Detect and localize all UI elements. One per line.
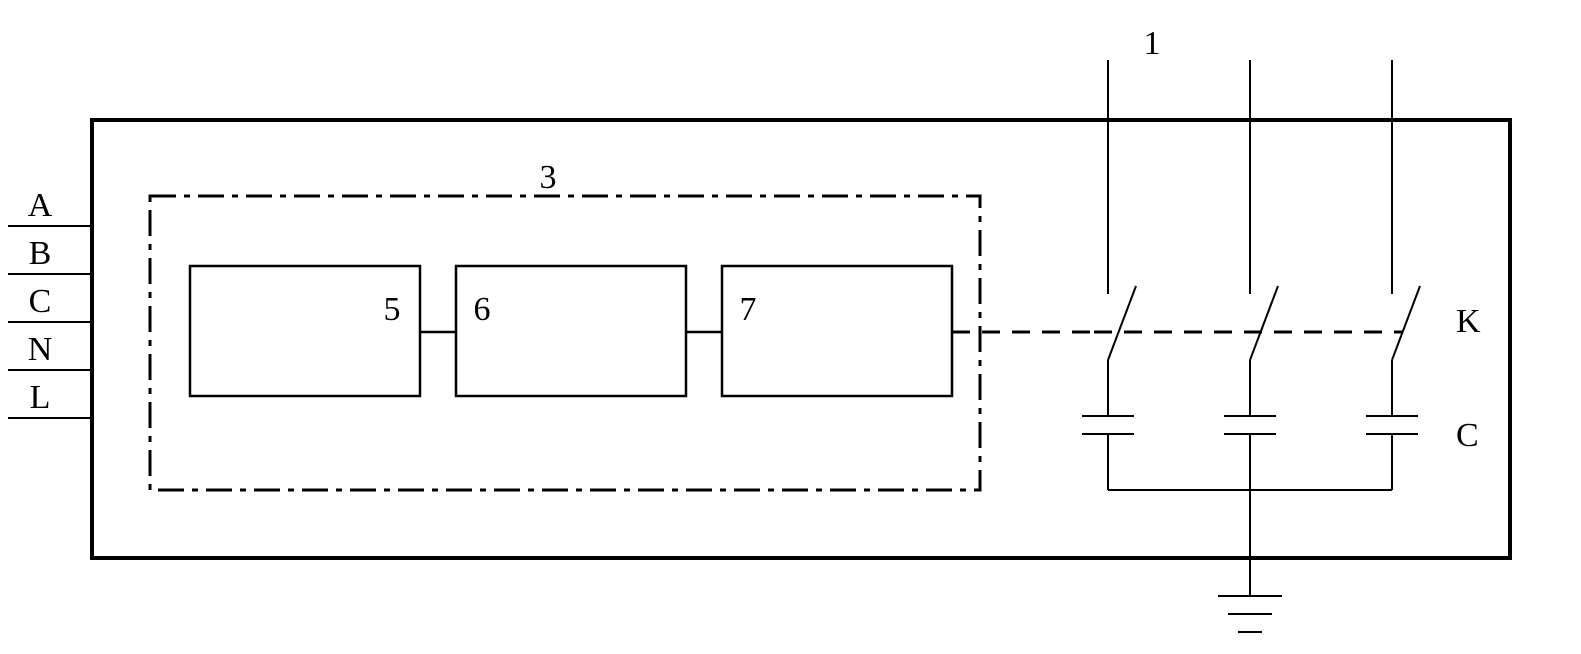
block-6 [456, 266, 686, 396]
block-7 [722, 266, 952, 396]
label-6: 6 [474, 291, 491, 328]
block-5 [190, 266, 420, 396]
outer-enclosure [92, 120, 1510, 558]
switch-blade-2 [1250, 286, 1278, 360]
label-3: 3 [540, 159, 557, 196]
terminal-label-n: N [28, 331, 53, 368]
terminal-label-b: B [29, 235, 52, 272]
module-3-outline [150, 196, 980, 490]
switch-blade-1 [1108, 286, 1136, 360]
label-k: K [1456, 303, 1481, 340]
terminal-label-l: L [30, 379, 51, 416]
terminal-label-a: A [28, 187, 53, 224]
label-c: C [1456, 417, 1479, 454]
label-5: 5 [384, 291, 401, 328]
label-1: 1 [1144, 25, 1161, 62]
terminal-label-c: C [29, 283, 52, 320]
switch-blade-3 [1392, 286, 1420, 360]
label-7: 7 [740, 291, 757, 328]
